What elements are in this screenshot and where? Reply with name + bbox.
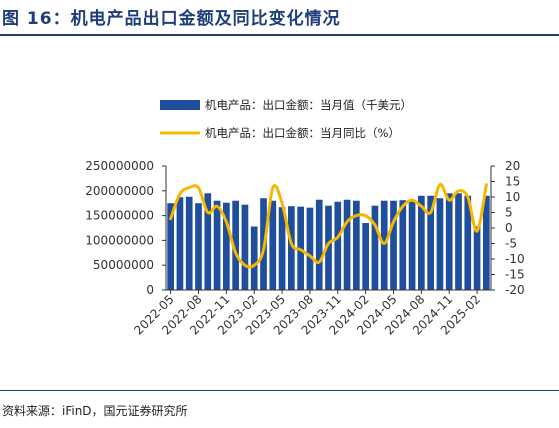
bar (204, 193, 212, 290)
chart-area: 机电产品：出口金额：当月值（千美元） 机电产品：出口金额：当月同比（%） 050… (85, 98, 525, 338)
bar (250, 226, 258, 290)
left-tick-label: 0 (146, 283, 154, 297)
line-point (411, 199, 413, 201)
bar (325, 205, 332, 290)
bar (241, 204, 249, 290)
bar (185, 196, 193, 290)
line-point (355, 215, 357, 217)
right-tick-label: -15 (505, 268, 525, 282)
line-point (207, 211, 209, 214)
right-tick-label: -20 (505, 283, 525, 297)
line-point (467, 196, 469, 198)
line-point (179, 193, 181, 195)
line-point (476, 230, 478, 232)
legend-label-bar: 机电产品：出口金额：当月值（千美元） (205, 98, 412, 112)
line-point (346, 221, 348, 223)
line-point (253, 264, 255, 266)
bar (371, 205, 379, 290)
right-tick-label: 5 (505, 206, 513, 220)
line-point (216, 205, 218, 207)
bar (362, 223, 369, 290)
left-tick-label: 150000000 (85, 209, 154, 223)
bar (399, 200, 407, 290)
line-point (374, 224, 376, 226)
right-tick-label: 15 (505, 175, 520, 189)
legend-swatch-bar (160, 100, 200, 110)
bar (390, 200, 397, 290)
bar (427, 195, 434, 290)
line-point (430, 211, 432, 214)
line-point (170, 218, 172, 220)
source-note: 资料来源：iFinD，国元证券研究所 (2, 404, 188, 418)
bar (436, 198, 444, 290)
line-point (272, 187, 274, 189)
bar (232, 200, 239, 290)
bar (464, 195, 472, 290)
title-underline (0, 34, 559, 36)
footer-rule (0, 390, 559, 391)
line-point (309, 255, 311, 257)
bar (176, 197, 184, 290)
left-tick-label: 250000000 (85, 159, 154, 173)
line-point (383, 242, 385, 245)
bar (288, 206, 295, 290)
line-point (439, 184, 441, 186)
bar (278, 207, 286, 290)
bar (167, 203, 174, 290)
line-point (392, 221, 395, 223)
right-tick-label: -5 (505, 237, 517, 251)
bar (334, 201, 342, 290)
bar (213, 200, 221, 290)
line-point (365, 215, 367, 217)
bar (223, 202, 230, 290)
line-point (197, 187, 200, 189)
bar (455, 193, 462, 290)
line-point (262, 249, 265, 251)
line-point (300, 249, 302, 251)
bar (380, 200, 388, 290)
bar-series (167, 193, 490, 290)
right-tick-label: -10 (505, 252, 525, 266)
line-point (281, 202, 283, 204)
bar (473, 226, 481, 290)
line-point (402, 205, 404, 207)
left-tick-label: 200000000 (85, 184, 154, 198)
bar (195, 203, 202, 290)
bar (306, 207, 314, 290)
right-tick-label: 20 (505, 159, 520, 173)
bar (343, 199, 351, 290)
legend-label-line: 机电产品：出口金额：当月同比（%） (205, 126, 400, 140)
line-point (244, 264, 246, 266)
line-point (448, 199, 450, 201)
line-point (225, 221, 227, 223)
line-point (318, 261, 320, 263)
bar (445, 193, 453, 290)
left-tick-label: 100000000 (85, 233, 154, 247)
line-series (169, 183, 488, 269)
line-point (188, 187, 190, 189)
bar (418, 195, 425, 290)
line-point (420, 205, 422, 207)
bar (353, 200, 360, 290)
line-point (485, 184, 487, 186)
bar (483, 195, 490, 290)
line-point (327, 242, 330, 245)
left-tick-label: 50000000 (93, 258, 154, 272)
line-point (290, 242, 292, 245)
line-point (337, 236, 339, 238)
bar (315, 199, 323, 290)
right-tick-label: 0 (505, 221, 513, 235)
line-point (457, 190, 460, 192)
bar (269, 200, 277, 290)
line-point (235, 252, 237, 254)
chart-title: 图 16：机电产品出口金额及同比变化情况 (2, 9, 341, 29)
legend: 机电产品：出口金额：当月值（千美元） 机电产品：出口金额：当月同比（%） (160, 98, 412, 140)
right-tick-label: 10 (505, 190, 520, 204)
bar (408, 200, 416, 290)
